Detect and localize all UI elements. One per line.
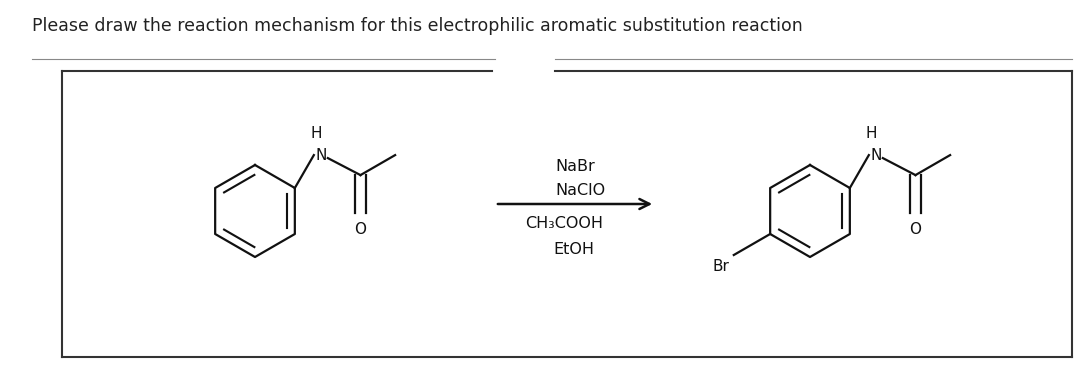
Text: Br: Br [713, 259, 730, 274]
Text: EtOH: EtOH [553, 242, 594, 257]
Text: N: N [870, 148, 882, 163]
Text: H: H [310, 126, 322, 141]
Text: N: N [315, 148, 327, 163]
Text: O: O [354, 222, 366, 237]
Text: H: H [865, 126, 877, 141]
Text: NaBr: NaBr [555, 159, 595, 174]
Text: O: O [909, 222, 921, 237]
Text: NaClO: NaClO [555, 183, 605, 198]
Text: CH₃COOH: CH₃COOH [525, 216, 603, 231]
Text: Please draw the reaction mechanism for this electrophilic aromatic substitution : Please draw the reaction mechanism for t… [32, 17, 802, 35]
